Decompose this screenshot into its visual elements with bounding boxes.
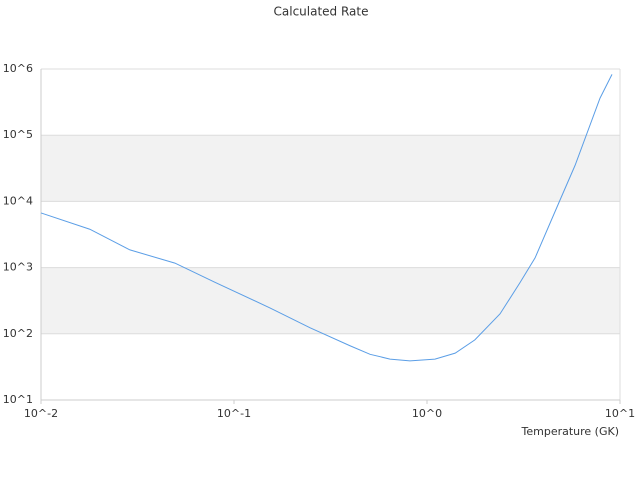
x-tick-label: 10^0: [412, 407, 442, 420]
band: [41, 135, 620, 202]
y-tick-label: 10^4: [3, 194, 33, 207]
y-tick-label: 10^5: [3, 128, 33, 141]
x-tick-label: 10^-2: [24, 407, 58, 420]
y-tick-label: 10^6: [3, 62, 33, 75]
y-tick-label: 10^1: [3, 393, 33, 406]
x-axis-label: Temperature (GK): [521, 425, 620, 438]
band: [41, 267, 620, 334]
x-tick-label: 10^-1: [217, 407, 251, 420]
series-line: [40, 74, 613, 362]
y-tick-label: 10^2: [3, 327, 33, 340]
y-tick-label: 10^3: [3, 261, 33, 274]
x-tick-label: 10^1: [605, 407, 635, 420]
chart-title: Calculated Rate: [274, 5, 369, 19]
